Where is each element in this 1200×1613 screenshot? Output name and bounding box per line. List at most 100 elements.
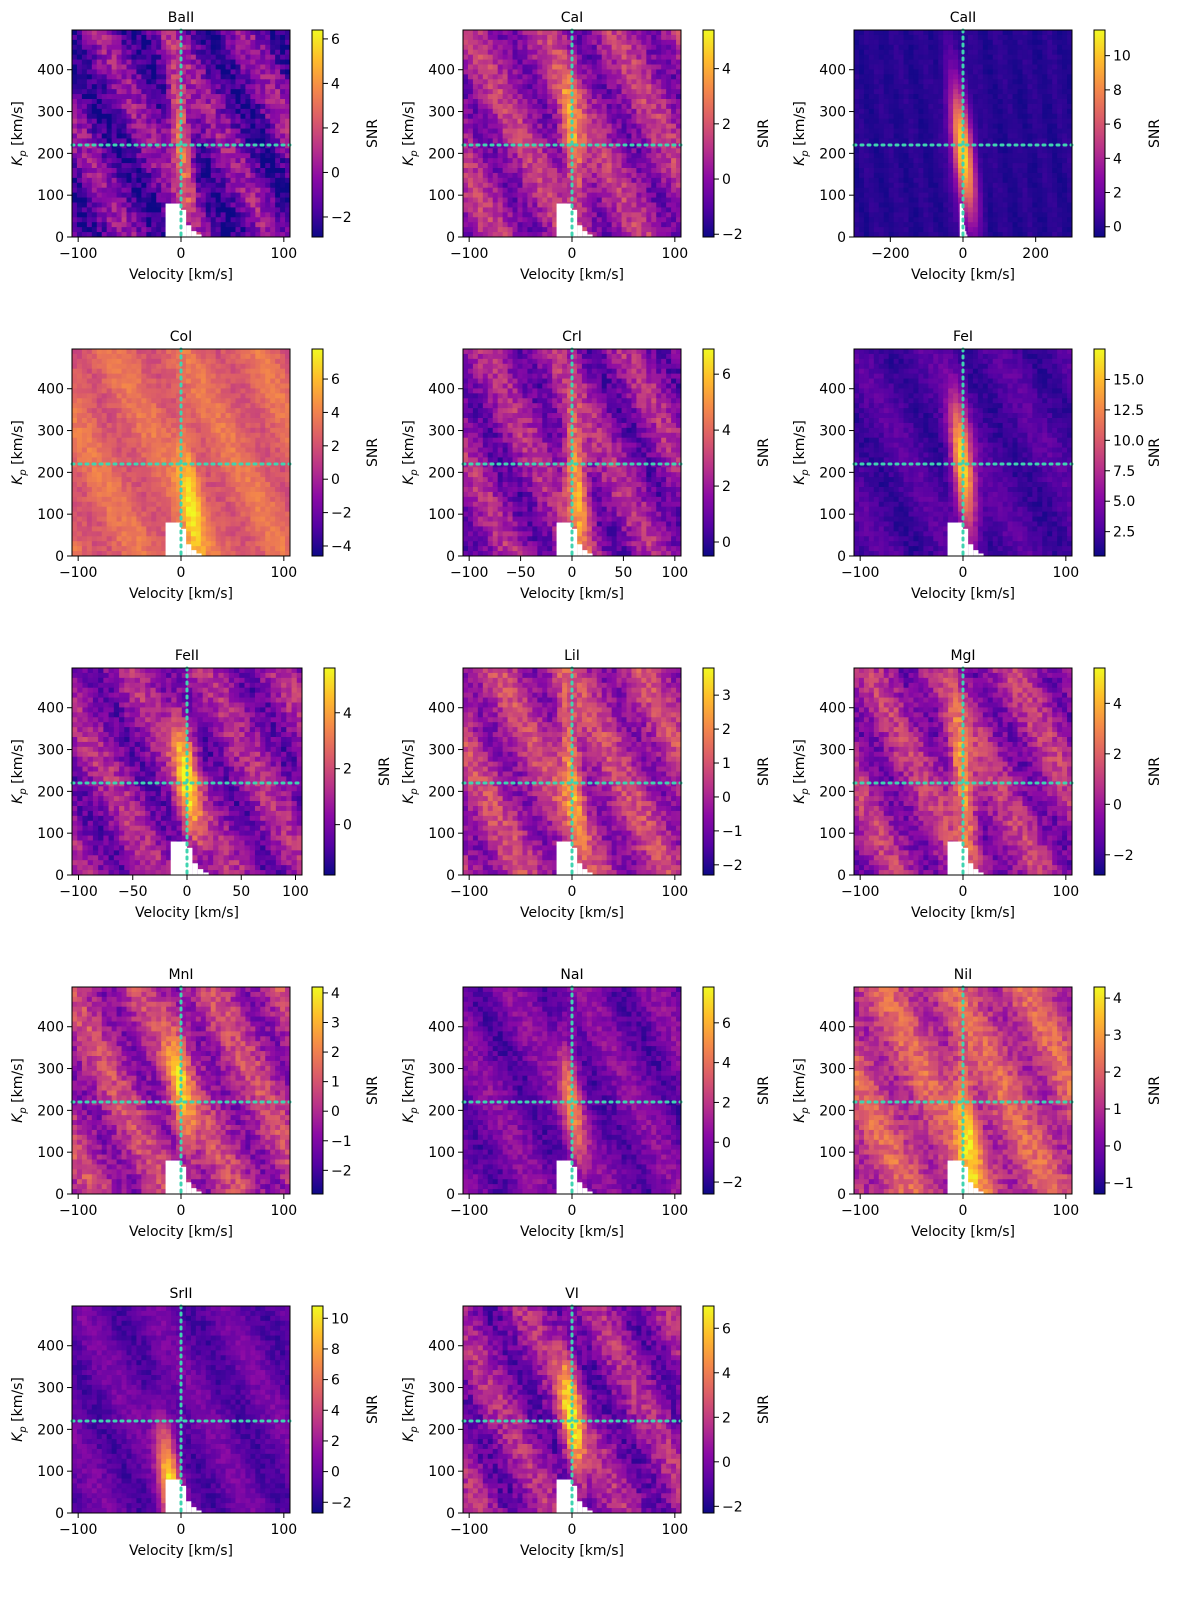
heatmap-cell [502,39,509,46]
heatmap-cell [507,148,514,154]
heatmap-cell [260,187,266,194]
heatmap-cell [225,187,232,194]
heatmap-cell [953,108,959,115]
heatmap-cell [280,158,286,164]
heatmap-cell [636,89,642,95]
heatmap-cell [873,30,880,36]
heatmap-cell [156,89,162,95]
heatmap-cell [938,99,944,105]
heatmap-cell [586,168,593,174]
heatmap-cell [616,133,623,140]
heatmap-cell [517,163,524,169]
heatmap-cell [671,79,677,85]
heatmap-cell [467,44,474,51]
heatmap-cell [200,172,207,179]
heatmap-cell [542,163,548,169]
heatmap-cell [1012,128,1019,135]
heatmap-cell [126,197,133,204]
heatmap-cell [943,69,949,75]
heatmap-cell [656,222,662,228]
heatmap-cell [463,49,469,56]
heatmap-cell [903,59,910,66]
heatmap-cell [661,44,667,51]
heatmap-cell [250,232,256,237]
heatmap-cell [562,49,568,56]
heatmap-cell [205,30,212,36]
heatmap-cell [572,94,578,100]
heatmap-cell [898,153,905,159]
heatmap-cell [166,74,172,80]
heatmap-cell [121,113,128,120]
heatmap-cell [586,64,593,71]
heatmap-cell [1022,54,1028,61]
heatmap-cell [631,192,637,199]
heatmap-cell [280,94,286,100]
heatmap-cell [116,128,123,135]
heatmap-cell [601,99,608,105]
heatmap-cell [492,217,499,223]
heatmap-cell [576,108,583,115]
heatmap-cell [1057,133,1063,140]
heatmap-cell [992,59,999,66]
heatmap-cell [1012,148,1019,154]
heatmap-cell [863,49,870,56]
heatmap-cell [215,39,222,46]
heatmap-cell [992,123,999,130]
heatmap-cell [1012,113,1019,120]
heatmap-cell [161,158,167,164]
heatmap-cell [601,74,608,80]
heatmap-cell [596,128,603,135]
heatmap-cell [858,54,865,61]
heatmap-cell [542,54,548,61]
heatmap-cell [918,163,924,169]
heatmap-cell [106,163,113,169]
heatmap-cell [220,133,227,140]
heatmap-cell [1007,118,1014,125]
heatmap-cell [1027,113,1033,120]
heatmap-cell [547,84,553,90]
heatmap-cell [121,79,128,85]
heatmap-cell [661,168,667,174]
heatmap-cell [492,207,499,213]
heatmap-cell [235,49,242,56]
heatmap-cell [611,64,618,71]
heatmap-cell [235,222,242,228]
heatmap-cell [542,89,548,95]
heatmap-cell [576,30,583,36]
heatmap-cell [636,222,642,228]
heatmap-cell [463,54,469,61]
heatmap-cell [477,30,484,36]
heatmap-cell [883,69,890,75]
heatmap-cell [1047,94,1053,100]
heatmap-cell [482,153,489,159]
heatmap-cell [265,34,271,41]
heatmap-cell [477,74,484,80]
heatmap-cell [522,123,528,130]
heatmap-cell [205,128,212,135]
heatmap-cell [265,163,271,169]
heatmap-cell [81,177,88,184]
heatmap-cell [591,222,598,228]
heatmap-cell [265,227,271,233]
heatmap-cell [517,153,524,159]
heatmap-cell [151,118,157,125]
heatmap-cell [651,99,657,105]
heatmap-cell [171,84,177,90]
heatmap-cell [245,30,251,36]
heatmap-cell [156,158,162,164]
heatmap-cell [487,158,494,164]
heatmap-cell [567,69,573,75]
heatmap-cell [230,84,237,90]
heatmap-cell [463,69,469,75]
heatmap-cell [596,172,603,179]
heatmap-cell [200,222,207,228]
heatmap-cell [255,79,261,85]
heatmap-cell [661,182,667,189]
heatmap-cell [656,177,662,184]
heatmap-cell [492,128,499,135]
heatmap-cell [141,148,147,154]
heatmap-cell [527,207,533,213]
heatmap-cell [631,108,637,115]
heatmap-cell [572,123,578,130]
heatmap-cell [572,197,578,204]
